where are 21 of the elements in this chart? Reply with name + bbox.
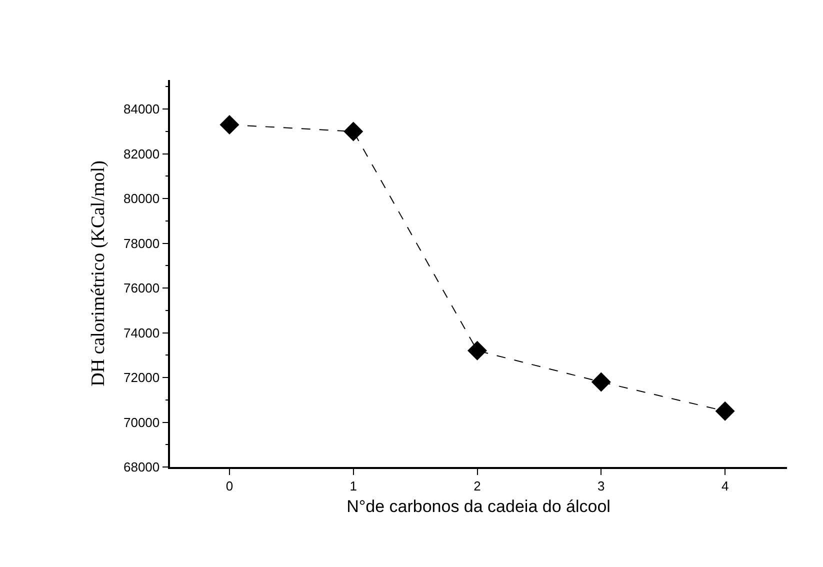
x-axis-title: N°de carbonos da cadeia do álcool [346, 497, 610, 516]
y-tick-label: 78000 [123, 236, 160, 251]
y-tick-label: 70000 [123, 414, 160, 430]
y-tick-label: 80000 [123, 191, 160, 206]
x-tick-label: 3 [598, 478, 605, 494]
x-tick-label: 0 [226, 478, 234, 494]
point [715, 401, 735, 421]
y-tick-label: 68000 [123, 460, 160, 475]
y-tick-label: 82000 [123, 146, 160, 162]
y-tick-label: 76000 [123, 280, 160, 296]
point [468, 340, 488, 360]
y-tick-label: 74000 [123, 325, 160, 340]
x-tick-label: 1 [350, 478, 357, 494]
point [591, 372, 611, 392]
point [220, 114, 240, 134]
y-tick-label: 84000 [123, 102, 160, 117]
y-axis-title: DH calorimétrico (KCal/mol) [88, 160, 109, 386]
point [344, 122, 364, 142]
x-tick-label: 4 [721, 478, 729, 494]
y-tick-label: 72000 [123, 370, 160, 386]
x-tick-label: 2 [474, 478, 481, 494]
